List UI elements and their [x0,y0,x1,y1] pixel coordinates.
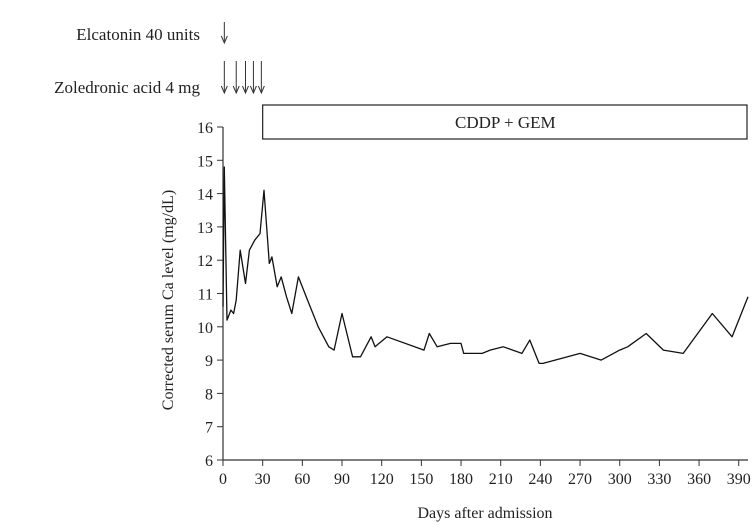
x-tick-label: 150 [409,471,433,488]
y-tick-label: 10 [197,320,213,337]
drug-arrowhead [257,85,265,95]
y-axis-label: Corrected serum Ca level (mg/dL) [160,190,177,410]
axes: 6 7 8 9 10 11 12 13 14 15 16 0 30 60 90 120 150 180 210 24… [160,120,751,522]
treatment-bar-label: CDDP + GEM [455,113,556,132]
x-tick-label: 30 [255,471,271,488]
x-tick-label: 390 [727,471,751,488]
y-tick-label: 16 [197,120,213,137]
annotation-layer: CDDP + GEM Elcatonin 40 units Zoledronic a… [54,22,748,140]
x-tick-label: 120 [370,471,394,488]
treatment-bar [262,104,748,140]
x-axis-label: Days after admission [417,505,552,522]
x-tick-label: 300 [608,471,632,488]
drug-arrowhead [249,85,257,95]
drug-arrowhead [220,85,228,95]
series-line [222,166,749,365]
y-tick-label: 11 [198,287,213,304]
drug-arrowhead [242,85,249,95]
y-tick-label: 8 [205,386,213,403]
drug-arrowhead [232,85,240,95]
x-tick-label: 330 [647,471,671,488]
x-tick-label: 60 [294,471,310,488]
x-tick-label: 90 [334,471,350,488]
y-tick-label: 6 [205,453,213,470]
series-layer [222,166,749,365]
x-tick-label: 270 [568,471,592,488]
x-tick-label: 360 [687,471,711,488]
y-tick-label: 7 [205,420,213,437]
y-ticks: 6 7 8 9 10 11 12 13 14 15 16 [197,120,223,470]
x-tick-label: 0 [219,471,227,488]
y-tick-label: 14 [197,187,213,204]
y-tick-label: 15 [197,153,213,170]
x-ticks: 0 30 60 90 120 150 180 210 240 270 300 330 360 390 [219,460,751,488]
x-tick-label: 240 [528,471,552,488]
drug-label: Elcatonin 40 units [76,25,200,44]
y-tick-label: 12 [197,253,213,270]
x-tick-label: 180 [449,471,473,488]
x-tick-label: 210 [489,471,513,488]
y-tick-label: 13 [197,220,213,237]
drug-arrowhead [220,35,228,45]
y-tick-label: 9 [205,353,213,370]
drug-label: Zoledronic acid 4 mg [54,78,200,97]
